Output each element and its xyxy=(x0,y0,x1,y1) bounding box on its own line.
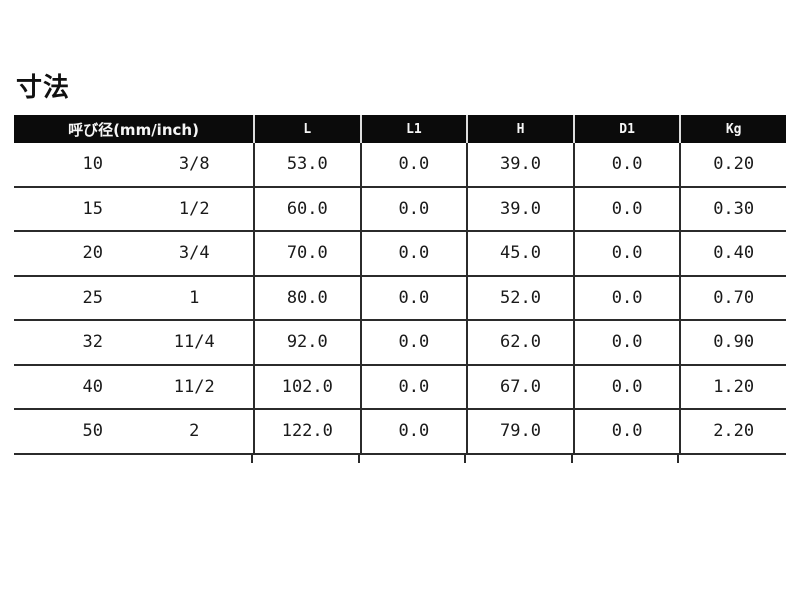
cell-value: 45.0 xyxy=(466,232,573,275)
cell-value: 102.0 xyxy=(253,365,360,408)
cell-size: 50 2 xyxy=(14,410,253,453)
header-cell-kg: Kg xyxy=(679,115,786,143)
table-bottom-stub xyxy=(677,454,680,463)
cell-value: 0.0 xyxy=(572,232,680,275)
cell-value: 60.0 xyxy=(253,187,360,230)
cell-value: 0.0 xyxy=(359,365,467,408)
table-row: 32 11/4 92.0 0.0 62.0 0.0 0.90 xyxy=(14,321,786,366)
cell-inch: 2 xyxy=(189,421,200,442)
cell-value: 70.0 xyxy=(253,232,360,275)
cell-value: 1.20 xyxy=(679,365,786,408)
cell-size: 15 1/2 xyxy=(14,188,253,231)
table-bottom-stub xyxy=(570,454,573,463)
cell-value: 0.0 xyxy=(359,187,467,230)
header-cell-h: H xyxy=(466,115,573,143)
cell-mm: 10 xyxy=(82,154,103,175)
cell-value: 62.0 xyxy=(466,321,573,364)
cell-mm: 50 xyxy=(82,421,103,442)
cell-value: 92.0 xyxy=(253,321,360,364)
cell-inch: 3/4 xyxy=(178,243,210,264)
cell-value: 39.0 xyxy=(466,187,573,230)
table-header-row: 呼び径(mm/inch) L L1 H D1 Kg xyxy=(14,115,786,143)
cell-value: 0.20 xyxy=(679,143,786,186)
header-cell-l1: L1 xyxy=(359,115,467,143)
cell-value: 0.0 xyxy=(572,276,680,319)
cell-value: 122.0 xyxy=(253,410,360,453)
cell-inch: 11/2 xyxy=(173,376,215,397)
cell-value: 0.0 xyxy=(572,143,680,186)
cell-value: 2.20 xyxy=(679,410,786,453)
cell-mm: 25 xyxy=(82,287,103,308)
dimensions-table: 呼び径(mm/inch) L L1 H D1 Kg 10 3/8 53.0 0.0 39… xyxy=(14,115,786,465)
cell-inch: 11/4 xyxy=(173,332,215,353)
cell-inch: 3/8 xyxy=(178,154,210,175)
cell-value: 80.0 xyxy=(253,276,360,319)
cell-value: 0.0 xyxy=(572,187,680,230)
cell-value: 53.0 xyxy=(253,143,360,186)
cell-value: 67.0 xyxy=(466,365,573,408)
cell-mm: 15 xyxy=(82,198,103,219)
cell-value: 0.0 xyxy=(572,365,680,408)
cell-mm: 32 xyxy=(82,332,103,353)
cell-value: 0.0 xyxy=(359,232,467,275)
cell-mm: 40 xyxy=(82,376,103,397)
table-bottom-stub xyxy=(251,454,253,463)
header-cell-size: 呼び径(mm/inch) xyxy=(68,120,199,139)
cell-value: 0.0 xyxy=(572,321,680,364)
cell-value: 0.0 xyxy=(359,143,467,186)
page-title: 寸法 xyxy=(16,73,71,103)
table-row: 15 1/2 60.0 0.0 39.0 0.0 0.30 xyxy=(14,187,786,232)
cell-inch: 1/2 xyxy=(178,198,210,219)
cell-size: 32 11/4 xyxy=(14,321,253,364)
table-bottom-stub xyxy=(357,454,360,463)
table-bottom-stubs xyxy=(14,454,786,465)
cell-size: 40 11/2 xyxy=(14,366,253,409)
table-row: 10 3/8 53.0 0.0 39.0 0.0 0.20 xyxy=(14,143,786,188)
cell-value: 0.90 xyxy=(679,321,786,364)
cell-value: 0.70 xyxy=(679,276,786,319)
cell-size: 25 1 xyxy=(14,277,253,320)
cell-size: 10 3/8 xyxy=(14,143,253,186)
table-body: 10 3/8 53.0 0.0 39.0 0.0 0.20 15 1/2 60.0 0.0 39.0 0… xyxy=(14,143,786,455)
table-row: 50 2 122.0 0.0 79.0 0.0 2.20 xyxy=(14,410,786,455)
cell-mm: 20 xyxy=(82,243,103,264)
cell-value: 79.0 xyxy=(466,410,573,453)
cell-inch: 1 xyxy=(189,287,200,308)
table-row: 20 3/4 70.0 0.0 45.0 0.0 0.40 xyxy=(14,232,786,277)
cell-value: 0.0 xyxy=(359,410,467,453)
header-cell-l: L xyxy=(253,115,360,143)
header-cell-d1: D1 xyxy=(572,115,680,143)
table-row: 40 11/2 102.0 0.0 67.0 0.0 1.20 xyxy=(14,365,786,410)
table-bottom-stub xyxy=(464,454,467,463)
cell-size: 20 3/4 xyxy=(14,232,253,275)
cell-value: 39.0 xyxy=(466,143,573,186)
cell-value: 0.30 xyxy=(679,187,786,230)
cell-value: 0.0 xyxy=(359,321,467,364)
cell-value: 0.40 xyxy=(679,232,786,275)
cell-value: 0.0 xyxy=(572,410,680,453)
table-row: 25 1 80.0 0.0 52.0 0.0 0.70 xyxy=(14,276,786,321)
cell-value: 52.0 xyxy=(466,276,573,319)
cell-value: 0.0 xyxy=(359,276,467,319)
